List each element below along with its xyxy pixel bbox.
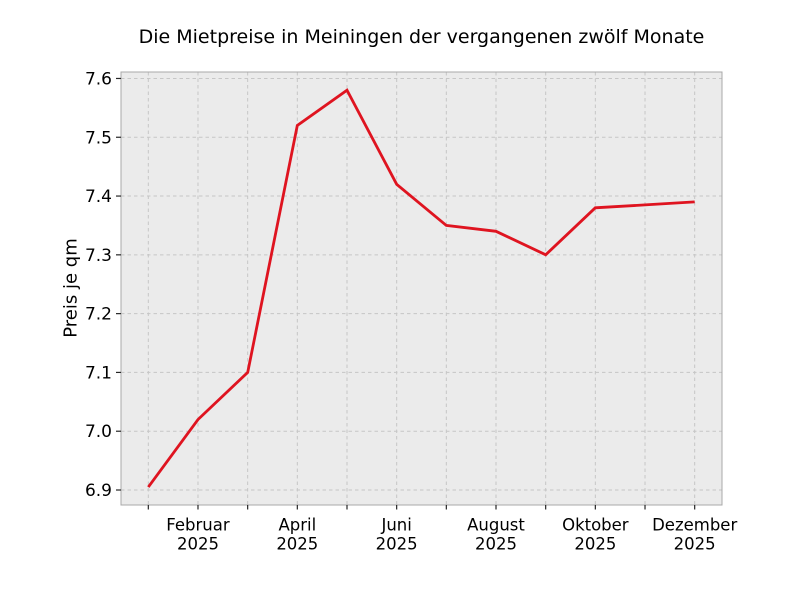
y-axis-title: Preis je qm	[60, 238, 82, 338]
x-tick-label: Dezember 2025	[652, 516, 737, 554]
x-tick-label-year: 2025	[674, 535, 716, 554]
x-tick-label-year: 2025	[276, 535, 318, 554]
x-tick-label: Juni 2025	[376, 516, 418, 554]
x-tick-label-year: 2025	[376, 535, 418, 554]
plot-border	[120, 71, 723, 506]
x-tick-label-month: Juni	[380, 516, 411, 535]
y-tick-label: 7.1	[85, 363, 112, 383]
x-tick-label-month: Dezember	[652, 516, 737, 535]
x-tick-label: Oktober 2025	[562, 516, 629, 554]
x-tick-label: April 2025	[276, 516, 318, 554]
y-tick-label: 7.4	[85, 187, 112, 207]
y-tick-label: 7.3	[85, 246, 112, 266]
chart-title: Die Mietpreise in Meiningen der vergange…	[138, 26, 705, 48]
x-tick-label: Februar 2025	[166, 516, 230, 554]
y-tick-label: 7.2	[85, 305, 112, 325]
x-tick-label-month: Februar	[166, 516, 230, 535]
x-tick-label-month: Oktober	[562, 516, 629, 535]
x-tick-label-year: 2025	[177, 535, 219, 554]
x-tick-label-year: 2025	[574, 535, 616, 554]
x-tick-label-month: August	[467, 516, 525, 535]
y-tick-label: 7.6	[85, 69, 112, 89]
x-tick-label-year: 2025	[475, 535, 517, 554]
x-tick-label-month: April	[278, 516, 316, 535]
y-tick-label: 6.9	[85, 481, 112, 501]
plot-area	[121, 72, 722, 505]
tick-marks	[116, 77, 696, 510]
gridlines	[121, 72, 722, 505]
x-tick-label: August 2025	[467, 516, 525, 554]
y-tick-label: 7.0	[85, 422, 112, 442]
y-tick-label: 7.5	[85, 128, 112, 148]
price-line	[147, 88, 695, 488]
